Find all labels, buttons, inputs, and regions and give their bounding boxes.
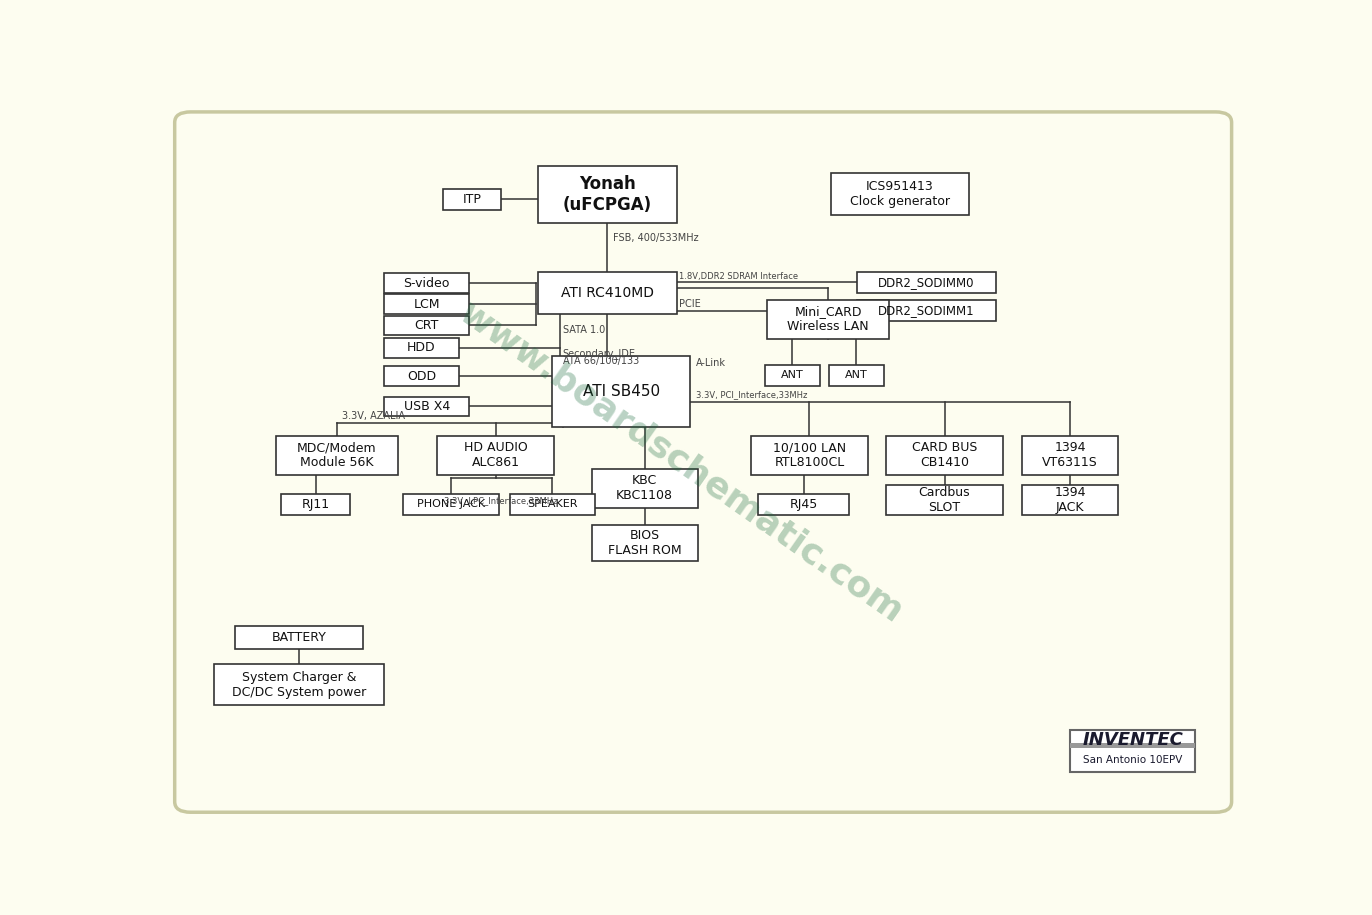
- Text: BIOS
FLASH ROM: BIOS FLASH ROM: [608, 529, 682, 557]
- Text: USB X4: USB X4: [403, 400, 450, 413]
- Text: 10/100 LAN
RTL8100CL: 10/100 LAN RTL8100CL: [772, 441, 847, 469]
- Bar: [829, 365, 884, 386]
- Bar: [830, 173, 969, 215]
- Text: CARD BUS
CB1410: CARD BUS CB1410: [912, 441, 977, 469]
- Text: RJ11: RJ11: [302, 498, 329, 511]
- Text: 1394
VT6311S: 1394 VT6311S: [1043, 441, 1098, 469]
- Text: LCM: LCM: [413, 297, 440, 311]
- Bar: [591, 469, 698, 508]
- Text: 3.3V, AZALIA: 3.3V, AZALIA: [342, 411, 405, 421]
- Text: HDD: HDD: [407, 341, 436, 354]
- Text: BATTERY: BATTERY: [272, 631, 327, 644]
- Bar: [591, 525, 698, 561]
- Bar: [438, 436, 554, 475]
- Bar: [750, 436, 868, 475]
- Text: 3.3V, PCI_Interface,33MHz: 3.3V, PCI_Interface,33MHz: [696, 391, 807, 399]
- Bar: [509, 494, 594, 515]
- Text: A-Link: A-Link: [696, 359, 726, 369]
- Text: RJ45: RJ45: [789, 498, 818, 511]
- Text: FSB, 400/533MHz: FSB, 400/533MHz: [613, 233, 698, 243]
- Text: Mini_CARD
Wireless LAN: Mini_CARD Wireless LAN: [788, 306, 868, 333]
- Text: ATI RC410MD: ATI RC410MD: [561, 286, 654, 300]
- Bar: [384, 295, 469, 314]
- Text: ATI SB450: ATI SB450: [583, 384, 660, 399]
- Bar: [858, 272, 996, 293]
- Bar: [767, 300, 889, 339]
- Text: MDC/Modem
Module 56K: MDC/Modem Module 56K: [296, 441, 377, 469]
- Bar: [886, 436, 1003, 475]
- Text: S-video: S-video: [403, 276, 450, 290]
- Text: PCIE: PCIE: [679, 299, 701, 309]
- Bar: [886, 485, 1003, 515]
- Bar: [538, 167, 676, 222]
- Bar: [764, 365, 820, 386]
- Text: DDR2_SODIMM0: DDR2_SODIMM0: [878, 276, 974, 289]
- Bar: [384, 396, 469, 416]
- Bar: [1070, 730, 1195, 772]
- Text: CRT: CRT: [414, 319, 439, 332]
- Bar: [1070, 743, 1195, 748]
- Text: Cardbus
SLOT: Cardbus SLOT: [919, 486, 970, 514]
- Bar: [384, 274, 469, 293]
- Text: 3.3V, LPC_Interface,33MHz: 3.3V, LPC_Interface,33MHz: [445, 496, 557, 505]
- Bar: [236, 626, 362, 649]
- Bar: [1022, 485, 1118, 515]
- Bar: [214, 664, 384, 705]
- Text: PHONE JACK: PHONE JACK: [417, 500, 486, 510]
- Text: SPEAKER: SPEAKER: [527, 500, 578, 510]
- Text: 1.8V,DDR2 SDRAM Interface: 1.8V,DDR2 SDRAM Interface: [679, 272, 799, 281]
- Bar: [276, 436, 398, 475]
- Text: DDR2_SODIMM1: DDR2_SODIMM1: [878, 304, 974, 318]
- Bar: [552, 356, 690, 426]
- Text: HD AUDIO
ALC861: HD AUDIO ALC861: [464, 441, 528, 469]
- Text: ITP: ITP: [462, 193, 482, 206]
- Bar: [443, 188, 501, 210]
- Text: 1394
JACK: 1394 JACK: [1054, 486, 1085, 514]
- Text: INVENTEC: INVENTEC: [1083, 730, 1183, 748]
- Text: www.boardschematic.com: www.boardschematic.com: [454, 295, 910, 630]
- FancyBboxPatch shape: [174, 112, 1232, 813]
- Bar: [384, 338, 458, 358]
- Bar: [858, 300, 996, 321]
- Bar: [403, 494, 499, 515]
- Text: ANT: ANT: [781, 371, 804, 381]
- Text: ICS951413
Clock generator: ICS951413 Clock generator: [849, 180, 949, 209]
- Text: SATA 1.0: SATA 1.0: [563, 325, 605, 335]
- Bar: [384, 316, 469, 335]
- Bar: [759, 494, 849, 515]
- Bar: [538, 272, 676, 314]
- Text: Secondary_IDE: Secondary_IDE: [563, 349, 635, 360]
- Text: System Charger &
DC/DC System power: System Charger & DC/DC System power: [232, 671, 366, 699]
- Text: Yonah
(uFCPGA): Yonah (uFCPGA): [563, 175, 652, 214]
- Bar: [384, 366, 458, 386]
- Text: KBC
KBC1108: KBC KBC1108: [616, 475, 674, 502]
- Text: ANT: ANT: [845, 371, 867, 381]
- Text: ODD: ODD: [407, 370, 436, 382]
- Bar: [1022, 436, 1118, 475]
- Text: ATA 66/100/133: ATA 66/100/133: [563, 356, 639, 366]
- Text: San Antonio 10EPV: San Antonio 10EPV: [1083, 755, 1183, 765]
- Bar: [281, 494, 350, 515]
